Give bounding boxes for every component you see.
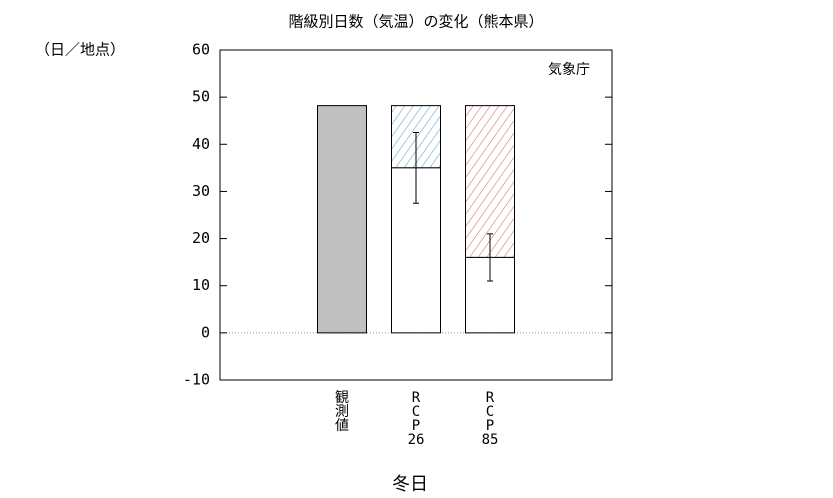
y-tick-label: 20 bbox=[192, 229, 210, 247]
y-unit: （日／地点） bbox=[35, 41, 125, 59]
y-tick-label: 40 bbox=[192, 135, 210, 153]
x-tick-label: C bbox=[412, 404, 420, 420]
change-bar bbox=[465, 105, 515, 258]
y-tick-label: 30 bbox=[192, 182, 210, 200]
x-tick-label: 値 bbox=[335, 418, 349, 434]
x-tick-label: 26 bbox=[408, 432, 425, 448]
plot-frame bbox=[219, 49, 613, 381]
x-tick-label: R bbox=[486, 390, 495, 406]
x-axis-label: 冬日 bbox=[392, 474, 428, 495]
annotation: 気象庁 bbox=[548, 62, 590, 78]
x-tick-label: 観 bbox=[335, 389, 349, 406]
y-tick-label: 60 bbox=[192, 41, 210, 59]
x-tick-label: 85 bbox=[482, 432, 499, 448]
x-tick-label: P bbox=[486, 418, 494, 434]
x-tick-label: C bbox=[486, 404, 494, 420]
chart-title: 階級別日数（気温）の変化（熊本県） bbox=[288, 13, 543, 31]
y-tick-label: 10 bbox=[192, 276, 210, 294]
observed-bar bbox=[317, 105, 367, 334]
x-tick-label: R bbox=[412, 390, 421, 406]
y-tick-label: 0 bbox=[201, 323, 210, 341]
y-tick-label: -10 bbox=[183, 371, 210, 389]
x-tick-label: P bbox=[412, 418, 420, 434]
x-tick-label: 測 bbox=[335, 404, 349, 420]
y-tick-label: 50 bbox=[192, 88, 210, 106]
